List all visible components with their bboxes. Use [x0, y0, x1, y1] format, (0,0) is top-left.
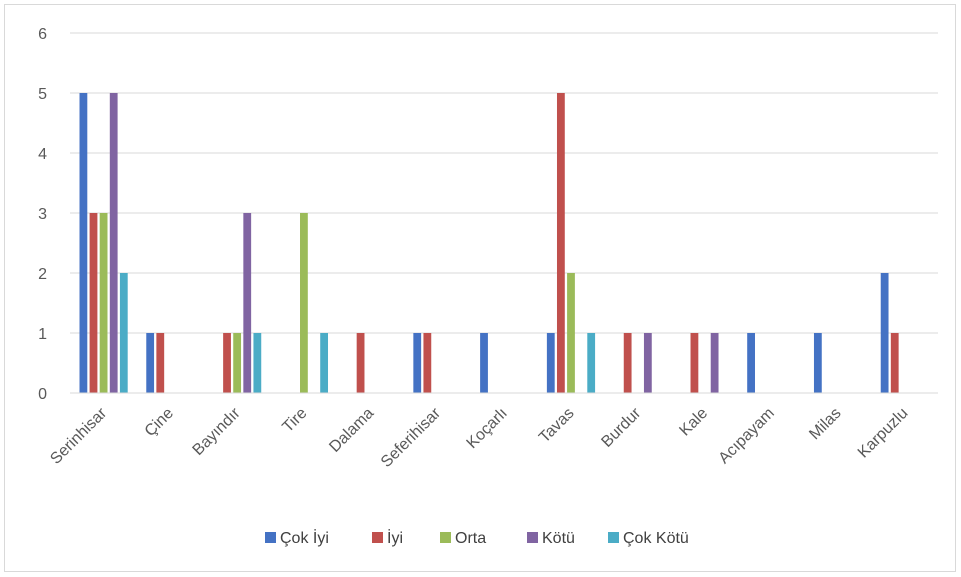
y-axis: 0 1 2 3 4 5 6 [38, 26, 47, 403]
bar [546, 333, 555, 393]
bar [156, 333, 165, 393]
x-tick-label: Milas [806, 405, 844, 443]
x-tick-label: Dalama [326, 405, 377, 456]
legend-label: Çok Kötü [623, 530, 689, 547]
legend-label: Kötü [542, 530, 575, 547]
bar [747, 333, 755, 393]
legend-label: İyi [387, 528, 403, 547]
bar [413, 333, 422, 393]
x-tick-label: Burdur [598, 404, 644, 450]
y-tick-label: 0 [38, 386, 47, 403]
bar [567, 273, 575, 393]
bar [690, 333, 699, 393]
bar [423, 333, 432, 393]
bars [79, 93, 899, 393]
bar [320, 333, 329, 393]
bar [300, 213, 308, 393]
bar [233, 333, 242, 393]
bar [587, 333, 596, 393]
x-tick-label: Çine [142, 405, 177, 440]
legend-swatch [608, 532, 619, 543]
legend-label: Çok İyi [280, 528, 329, 547]
bar [643, 333, 652, 393]
bar [223, 333, 231, 393]
bar [119, 273, 128, 393]
x-tick-label: Tavas [536, 405, 578, 447]
bar [79, 93, 88, 393]
x-tick-label: Karpuzlu [855, 405, 912, 462]
bar [623, 333, 632, 393]
bar [146, 333, 155, 393]
bar [99, 213, 108, 393]
legend-swatch [440, 532, 451, 543]
bar [89, 213, 98, 393]
y-tick-label: 2 [38, 266, 47, 283]
x-axis: Serinhisar Çine Bayındır Tire Dalama Seferihi… [47, 392, 938, 471]
x-tick-label: Bayındır [190, 404, 245, 459]
legend-swatch [527, 532, 538, 543]
x-tick-label: Kale [676, 405, 711, 440]
x-tick-label: Serinhisar [47, 404, 110, 467]
bar [813, 333, 822, 393]
bar [480, 333, 488, 393]
bar [556, 93, 565, 393]
legend: Çok İyi İyi Orta Kötü Çok Kötü [265, 528, 689, 547]
x-tick-label: Tire [279, 405, 310, 436]
bar [880, 273, 889, 393]
y-tick-label: 1 [38, 326, 47, 343]
legend-swatch [372, 532, 383, 543]
bar [710, 333, 719, 393]
y-tick-label: 5 [38, 86, 47, 103]
y-tick-label: 3 [38, 206, 47, 223]
y-tick-label: 4 [38, 146, 47, 163]
bar [109, 93, 118, 393]
bar [253, 333, 262, 393]
y-tick-label: 6 [38, 26, 47, 43]
x-tick-label: Acıpayam [716, 405, 778, 467]
legend-label: Orta [455, 530, 486, 547]
chart-frame [4, 4, 956, 572]
gridlines [70, 32, 938, 394]
x-tick-label: Koçarlı [464, 405, 511, 452]
x-tick-label: Seferihisar [378, 404, 445, 471]
legend-swatch [265, 532, 276, 543]
bar [243, 213, 252, 393]
bar [356, 333, 365, 393]
bar [890, 333, 899, 393]
